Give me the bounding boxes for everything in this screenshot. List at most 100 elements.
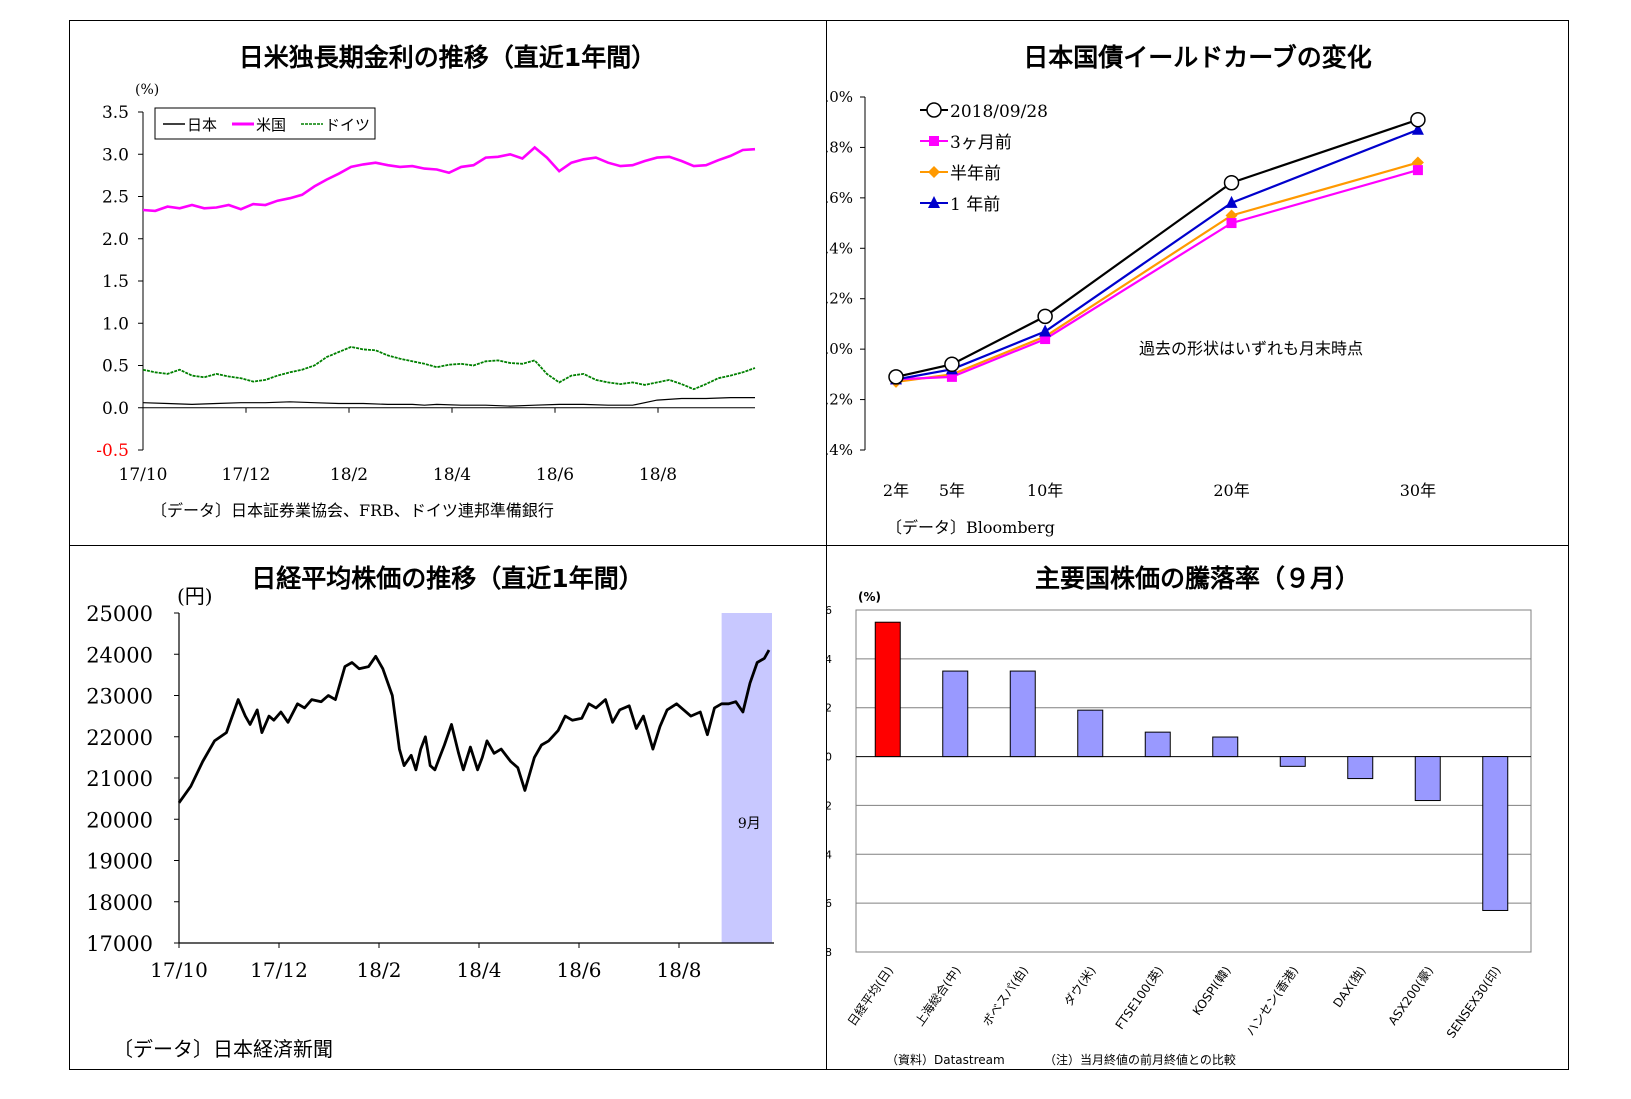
stocks-y-tick-label: 6 — [826, 604, 832, 617]
horizontal-divider — [69, 545, 1569, 546]
stocks-source: （資料）Datastream — [886, 1053, 1005, 1067]
yield-x-tick-label: 20年 — [1213, 481, 1249, 500]
stocks-y-tick-label: -4 — [826, 848, 832, 861]
nikkei-title: 日経平均株価の推移（直近1年間） — [251, 564, 644, 593]
stocks-y-tick-label: 0 — [826, 751, 832, 764]
yield-y-tick-label: 0.6% — [826, 189, 853, 207]
stocks-bar — [942, 670, 969, 758]
stocks-bar — [1144, 731, 1171, 758]
stocks-bar — [874, 621, 901, 758]
rates-y-tick-label: 0.5 — [102, 357, 129, 377]
nikkei-unit-label: (円) — [177, 584, 213, 608]
yield-marker-square — [1040, 334, 1051, 345]
yield-marker-triangle — [1411, 122, 1424, 135]
stocks-unit-label: (%) — [858, 590, 881, 604]
nikkei-y-tick-label: 23000 — [86, 685, 153, 709]
stocks-y-tick-label: 4 — [826, 653, 832, 666]
stocks-x-tick-label: SENSEX30(印) — [1444, 964, 1504, 1041]
rates-legend-label: 米国 — [256, 116, 286, 134]
nikkei-x-tick-label: 18/4 — [457, 958, 502, 982]
nikkei-source: 〔データ〕日本経済新聞 — [113, 1037, 333, 1061]
yield-y-tick-label: -0.4% — [826, 441, 853, 459]
stocks-y-tick-label: -2 — [826, 799, 832, 812]
yield-x-tick-label: 2年 — [883, 481, 909, 500]
rates-series-line — [142, 397, 755, 407]
rates-y-tick-label: 1.5 — [102, 272, 129, 292]
rates-panel: 日米独長期金利の推移（直近1年間） 3.5 3.0 2.5 2.0 1.5 1.0 0.5 0… — [69, 20, 826, 545]
nikkei-x-tick-label: 17/10 — [150, 958, 208, 982]
nikkei-panel: 日経平均株価の推移（直近1年間） 9月 25000 24000 23000 22000 2… — [69, 545, 826, 1070]
stocks-x-tick-label: DAX(独) — [1330, 964, 1368, 1010]
yield-marker-circle — [1223, 174, 1240, 191]
yield-x-tick-label: 30年 — [1400, 481, 1436, 500]
rates-series-line — [142, 145, 756, 213]
rates-chart: 3.5 3.0 2.5 2.0 1.5 1.0 0.5 0.0 -0.5 17/10 17/12 18… — [96, 82, 756, 485]
nikkei-highlight-band — [721, 613, 772, 943]
nikkei-y-tick-label: 19000 — [86, 850, 153, 874]
stocks-y-tick-label: -8 — [826, 946, 832, 959]
stocks-title: 主要国株価の騰落率（９月） — [1034, 564, 1360, 593]
yield-marker-square — [1412, 165, 1423, 176]
yield-marker-triangle — [1225, 195, 1238, 208]
nikkei-y-tick-label: 24000 — [86, 643, 153, 667]
rates-x-tick-label: 17/10 — [119, 465, 168, 485]
nikkei-x-tick-label: 18/8 — [657, 958, 702, 982]
stocks-bar — [1279, 756, 1306, 767]
nikkei-y-tick-label: 17000 — [86, 932, 153, 956]
stocks-bar — [1482, 756, 1509, 911]
nikkei-y-tick-label: 18000 — [86, 891, 153, 915]
nikkei-highlight-label: 9月 — [738, 816, 761, 832]
rates-y-tick-label: 2.5 — [102, 188, 129, 208]
yield-panel: 日本国債イールドカーブの変化 1.0% 0.8% 0.6% 0.4% 0.2% 0.0% -… — [826, 20, 1569, 545]
nikkei-x-tick-label: 18/2 — [357, 958, 402, 982]
nikkei-y-tick-label: 21000 — [86, 767, 153, 791]
yield-title: 日本国債イールドカーブの変化 — [1023, 43, 1372, 72]
yield-source: 〔データ〕Bloomberg — [886, 518, 1055, 537]
yield-marker-circle — [926, 102, 942, 118]
rates-y-tick-label: 0.0 — [102, 399, 129, 419]
yield-legend-label: 半年前 — [950, 164, 1001, 184]
nikkei-y-tick-label: 25000 — [86, 602, 153, 626]
stocks-x-tick-label: ボベスパ(伯) — [979, 963, 1031, 1029]
rates-y-tick-label: 3.0 — [102, 145, 129, 165]
rates-y-tick-label: 2.0 — [102, 230, 129, 250]
nikkei-series-line — [177, 649, 771, 804]
yield-marker-circle — [1410, 111, 1426, 128]
yield-annotation: 過去の形状はいずれも月末時点 — [1139, 339, 1363, 358]
nikkei-y-tick-label: 22000 — [86, 726, 153, 750]
yield-marker-circle — [944, 356, 960, 373]
stocks-x-tick-label: 日経平均(日) — [845, 964, 896, 1029]
rates-legend-label: 日本 — [187, 116, 217, 134]
rates-y-tick-label: 1.0 — [102, 314, 129, 334]
yield-x-tick-label: 10年 — [1027, 481, 1063, 500]
stocks-y-tick-label: 2 — [826, 702, 832, 715]
stocks-x-tick-label: ダウ(米) — [1060, 963, 1098, 1009]
yield-legend-label: 2018/09/28 — [950, 102, 1048, 122]
rates-legend-box — [154, 107, 376, 140]
rates-legend-label: ドイツ — [325, 116, 370, 134]
yield-marker-circle — [888, 369, 904, 385]
yield-y-tick-label: 0.4% — [826, 239, 853, 257]
rates-title: 日米独長期金利の推移（直近1年間） — [238, 43, 657, 72]
rates-x-tick-label: 18/2 — [330, 465, 368, 485]
stocks-x-tick-label: 上海総合(中) — [912, 963, 964, 1028]
rates-y-tick-label: 3.5 — [102, 103, 129, 123]
rates-x-tick-label: 18/4 — [433, 465, 471, 485]
stocks-bar — [1212, 736, 1239, 758]
yield-y-tick-label: 1.0% — [826, 88, 853, 106]
nikkei-y-tick-label: 20000 — [86, 808, 153, 832]
yield-y-tick-label: 0.2% — [826, 290, 853, 308]
stocks-x-tick-label: FTSE100(英) — [1113, 964, 1167, 1032]
rates-source: 〔データ〕日本証券業協会、FRB、ドイツ連邦準備銀行 — [151, 501, 554, 520]
yield-y-tick-label: 0.8% — [826, 138, 853, 156]
yield-marker-square — [1226, 218, 1237, 229]
stocks-y-tick-label: -6 — [826, 897, 832, 910]
nikkei-x-tick-label: 18/6 — [557, 958, 602, 982]
rates-x-tick-label: 18/6 — [536, 465, 574, 485]
yield-legend-label: 1 年前 — [950, 195, 1000, 215]
yield-x-tick-label: 5年 — [939, 481, 965, 500]
stocks-bar — [1009, 670, 1036, 758]
nikkei-x-tick-label: 17/12 — [250, 958, 308, 982]
stocks-bar — [1414, 756, 1441, 802]
yield-marker-diamond — [928, 166, 940, 178]
